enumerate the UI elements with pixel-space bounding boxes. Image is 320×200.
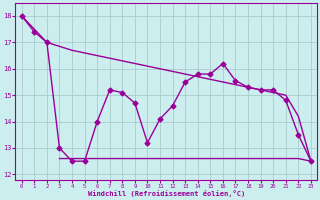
X-axis label: Windchill (Refroidissement éolien,°C): Windchill (Refroidissement éolien,°C)	[88, 190, 245, 197]
